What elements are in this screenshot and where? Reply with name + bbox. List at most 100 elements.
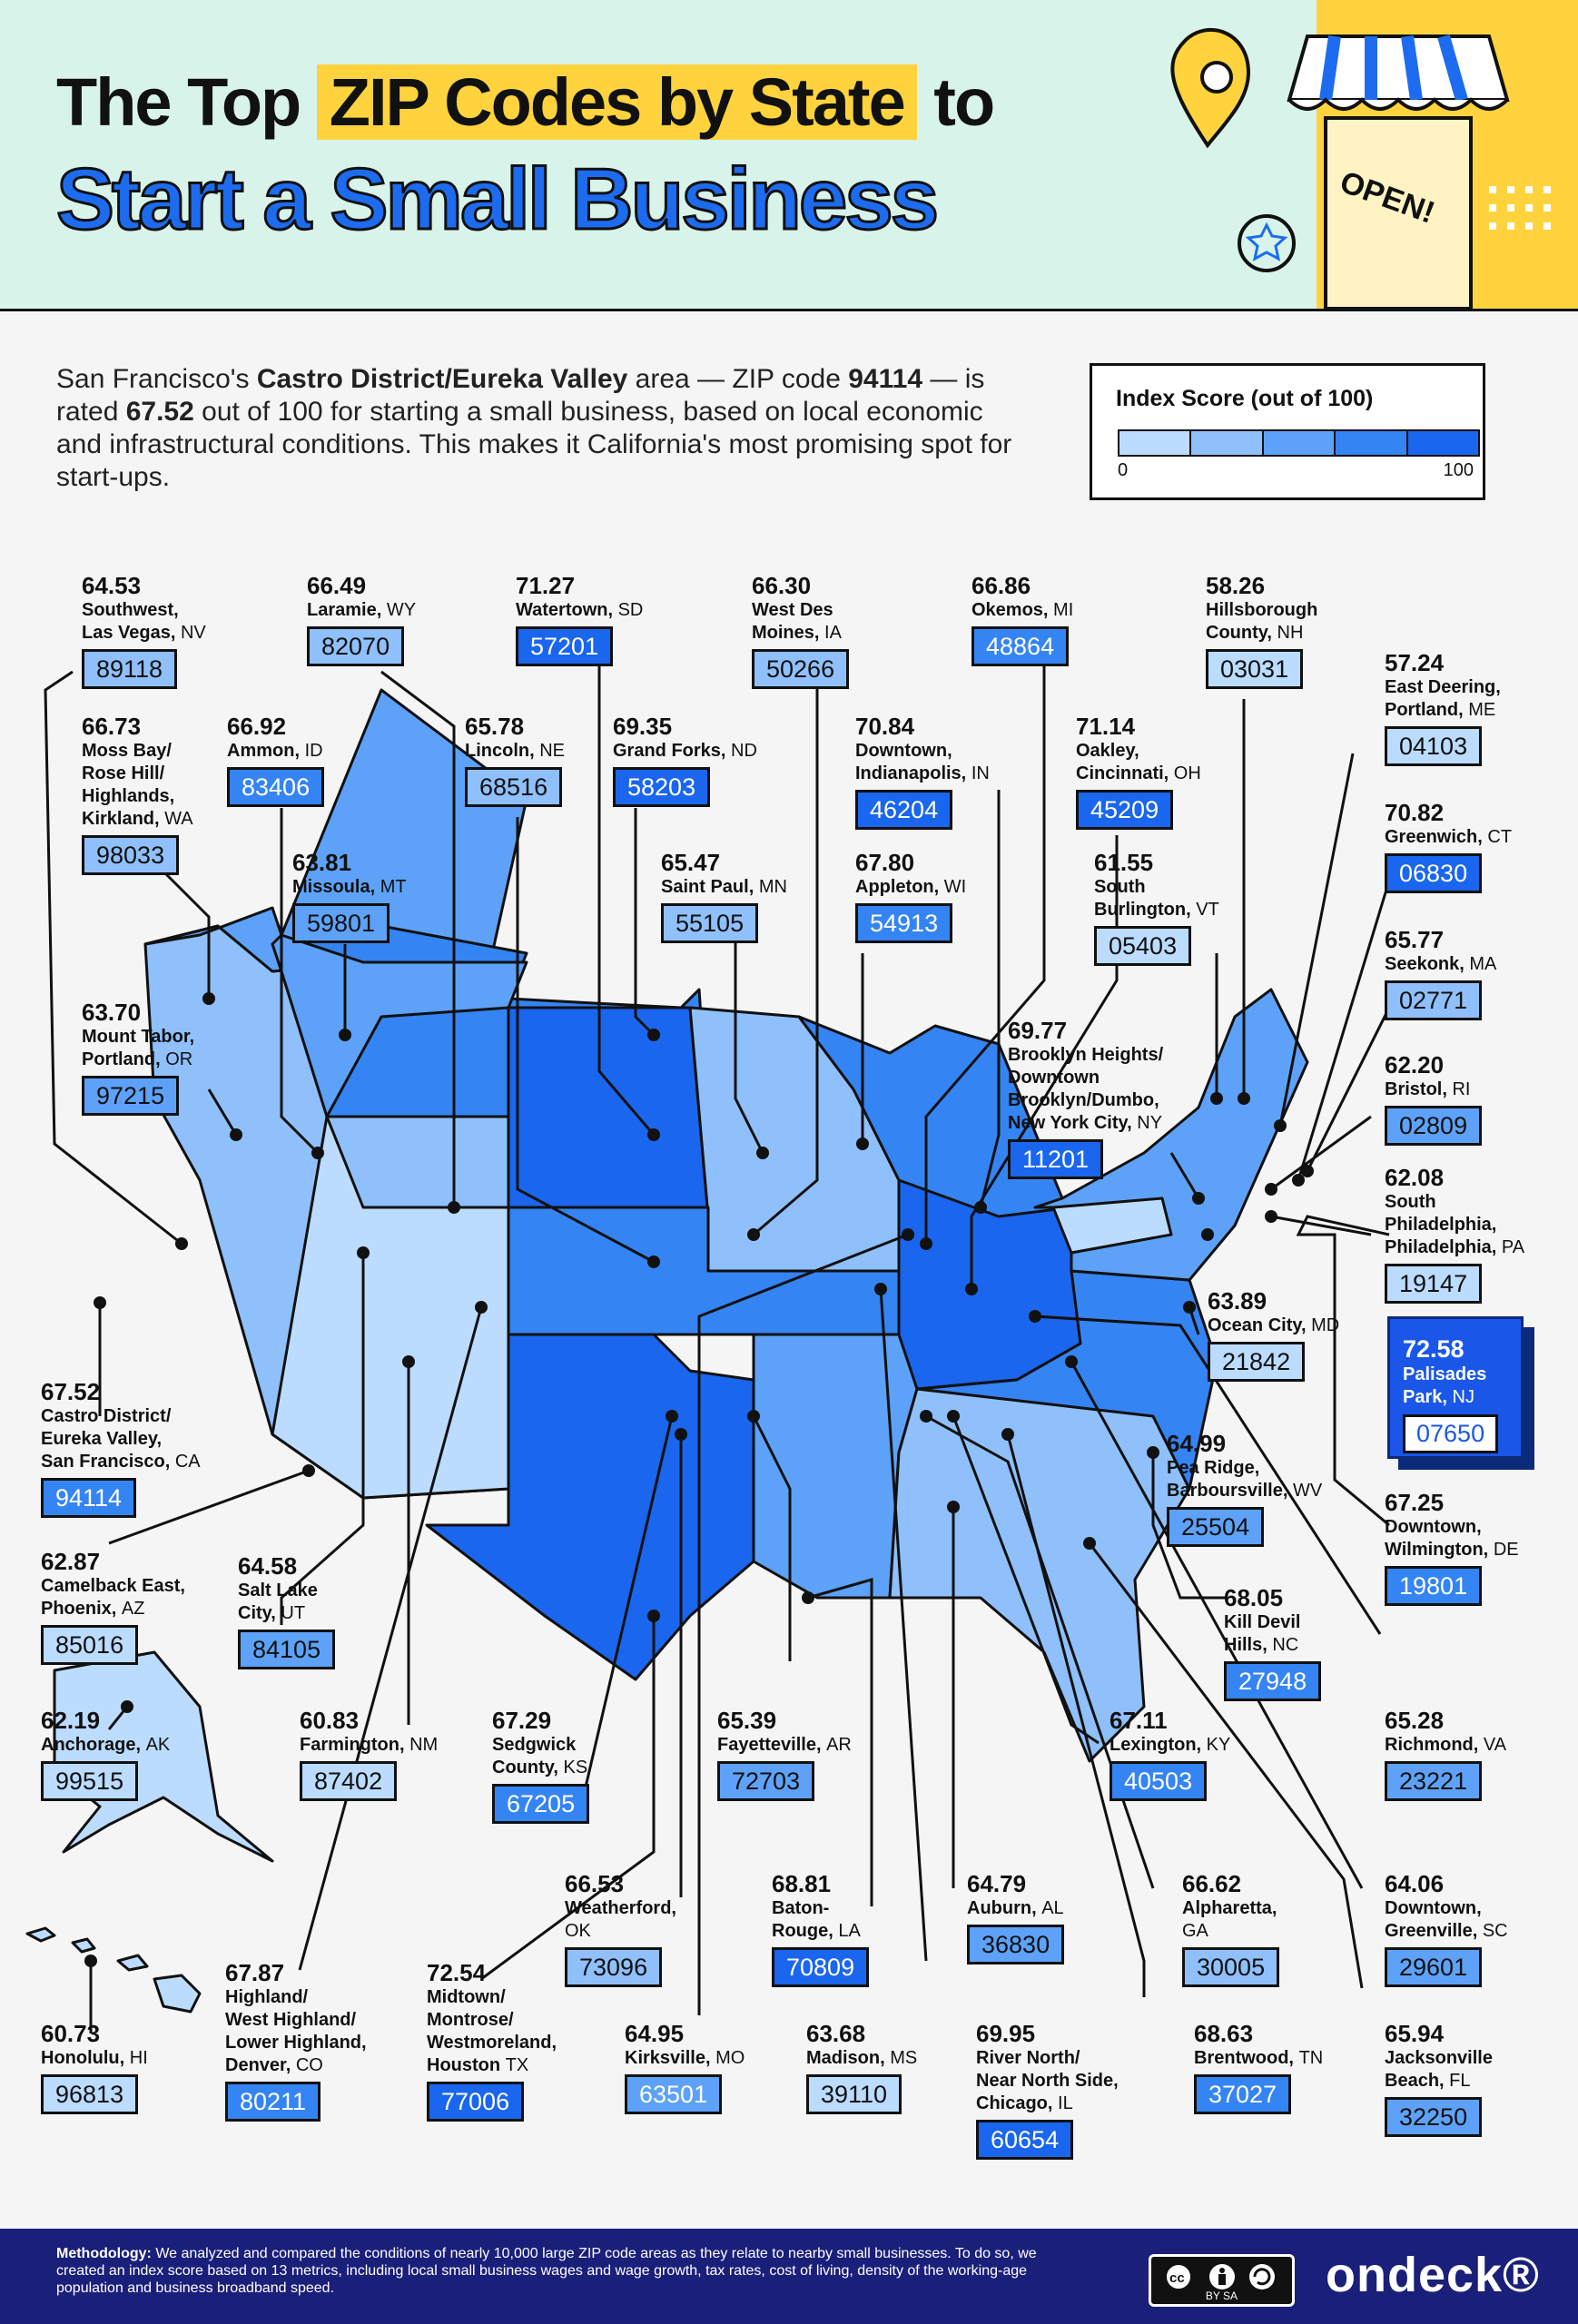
callout-nm: 60.83 Farmington, NM 87402 xyxy=(300,1707,438,1801)
legend-min-label: 0 xyxy=(1118,460,1129,480)
zip-badge: 45209 xyxy=(1076,790,1174,830)
callout-sc: 64.06 Downtown, Greenville, SC 29601 xyxy=(1385,1870,1508,1987)
callout-mi: 66.86 Okemos, MI 48864 xyxy=(971,572,1073,666)
callout-va: 65.28 Richmond, VA 23221 xyxy=(1385,1707,1506,1801)
callout-or: 63.70 Mount Tabor, Portland, OR 97215 xyxy=(82,999,194,1116)
callout-mo: 64.95 Kirksville, MO 63501 xyxy=(625,2020,745,2114)
map-dakotas xyxy=(507,1006,710,1218)
zip-badge: 57201 xyxy=(516,626,614,666)
callout-ia: 66.30 West Des Moines, IA 50266 xyxy=(752,572,850,689)
callout-ak: 62.19 Anchorage, AK 99515 xyxy=(41,1707,170,1801)
callout-fl: 65.94 Jacksonville Beach, FL 32250 xyxy=(1385,2020,1493,2137)
callout-oh: 71.14 Oakley, Cincinnati, OH 45209 xyxy=(1076,713,1201,830)
callout-de: 67.25 Downtown, Wilmington, DE 19801 xyxy=(1385,1489,1519,1606)
callout-ca: 67.52 Castro District/ Eureka Valley, San… xyxy=(41,1378,201,1518)
title-highlight: ZIP Codes by State xyxy=(316,64,917,140)
legend-max-label: 100 xyxy=(1443,460,1474,480)
callout-ny: 69.77 Brooklyn Heights/ Downtown Brooklyn… xyxy=(1008,1017,1163,1179)
zip-badge: 48864 xyxy=(971,626,1070,666)
callout-az: 62.87 Camelback East, Phoenix, AZ 85016 xyxy=(41,1548,185,1665)
callout-ct: 70.82 Greenwich, CT 06830 xyxy=(1385,799,1512,893)
map-southeast xyxy=(888,1378,1191,1763)
callout-ky: 67.11 Lexington, KY 40503 xyxy=(1110,1707,1230,1801)
callout-co: 67.87 Highland/ West Highland/ Lower High… xyxy=(225,1959,367,2122)
cc-license-label: BY SA xyxy=(1205,2290,1238,2302)
zip-badge: 36830 xyxy=(967,1925,1065,1965)
callout-wy: 66.49 Laramie, WY 82070 xyxy=(307,572,416,666)
zip-badge: 23221 xyxy=(1385,1761,1483,1801)
zip-badge: 58203 xyxy=(613,767,711,807)
callout-nv: 64.53 Southwest, Las Vegas, NV 89118 xyxy=(82,572,206,689)
zip-badge: 03031 xyxy=(1206,649,1304,689)
callout-me: 57.24 East Deering, Portland, ME 04103 xyxy=(1385,649,1501,766)
callout-tn: 68.63 Brentwood, TN 37027 xyxy=(1194,2020,1323,2114)
callout-pa: 62.08 South Philadelphia, Philadelphia, P… xyxy=(1385,1164,1524,1304)
callout-mn: 65.47 Saint Paul, MN 55105 xyxy=(661,849,787,943)
callout-ks: 67.29 Sedgwick County, KS 67205 xyxy=(492,1707,590,1824)
footer: Methodology: We analyzed and compared th… xyxy=(0,2229,1578,2324)
legend-swatch xyxy=(1191,431,1264,455)
callout-wi: 67.80 Appleton, WI 54913 xyxy=(855,849,966,943)
zip-badge: 02771 xyxy=(1385,980,1483,1020)
legend-title: Index Score (out of 100) xyxy=(1116,386,1374,411)
intro-paragraph: San Francisco's Castro District/Eureka V… xyxy=(56,364,1012,492)
title-line-1: The Top ZIP Codes by State to xyxy=(56,64,995,140)
header-banner: OPEN! The Top ZIP Codes by State to Star… xyxy=(0,0,1578,311)
zip-badge: 83406 xyxy=(227,767,325,807)
callout-il: 69.95 River North/ Near North Side, Chica… xyxy=(976,2020,1119,2160)
map-hawaii xyxy=(25,1926,202,2014)
zip-badge: 87402 xyxy=(300,1761,398,1801)
callout-id: 66.92 Ammon, ID 83406 xyxy=(227,713,325,807)
zip-badge: 02809 xyxy=(1385,1106,1483,1146)
index-score-legend: Index Score (out of 100) 0 100 xyxy=(1090,363,1485,500)
zip-badge: 29601 xyxy=(1385,1947,1483,1987)
zip-badge: 06830 xyxy=(1385,853,1483,893)
zip-badge: 96813 xyxy=(41,2074,139,2114)
callout-nj-featured: 72.58 Palisades Park, NJ 07650 xyxy=(1387,1316,1524,1459)
zip-badge: 54913 xyxy=(855,903,953,943)
shop-illustration: OPEN! xyxy=(1170,0,1578,309)
zip-badge: 05403 xyxy=(1094,926,1192,966)
legend-color-scale xyxy=(1118,429,1480,457)
callout-tx: 72.54 Midtown/ Montrose/ Westmoreland, Ho… xyxy=(427,1959,557,2122)
zip-badge: 37027 xyxy=(1194,2074,1292,2114)
callout-sd: 71.27 Watertown, SD 57201 xyxy=(516,572,643,666)
callout-al: 64.79 Auburn, AL 36830 xyxy=(967,1870,1065,1965)
callout-ne: 65.78 Lincoln, NE 68516 xyxy=(465,713,565,807)
callout-nc: 68.05 Kill Devil Hills, NC 27948 xyxy=(1224,1584,1322,1701)
callout-mt: 63.81 Missoula, MT 59801 xyxy=(292,849,407,943)
map-pennsylvania xyxy=(1051,1196,1173,1255)
zip-badge: 40503 xyxy=(1110,1761,1208,1801)
zip-badge: 82070 xyxy=(307,626,405,666)
zip-badge: 11201 xyxy=(1008,1139,1104,1179)
zip-badge: 04103 xyxy=(1385,726,1483,766)
zip-badge: 80211 xyxy=(225,2082,321,2122)
legend-swatch xyxy=(1407,431,1479,455)
zip-badge: 97215 xyxy=(82,1076,180,1116)
zip-badge: 70809 xyxy=(772,1947,870,1987)
zip-badge: 19147 xyxy=(1385,1264,1483,1304)
callout-nh: 58.26 Hillsborough County, NH 03031 xyxy=(1206,572,1317,689)
zip-badge: 30005 xyxy=(1182,1947,1280,1987)
legend-swatch xyxy=(1263,431,1336,455)
zip-badge: 89118 xyxy=(82,649,178,689)
callout-ma: 65.77 Seekonk, MA 02771 xyxy=(1385,926,1496,1020)
zip-badge: 63501 xyxy=(625,2074,723,2114)
cc-by-sa-icon: cc xyxy=(1165,2263,1275,2290)
zip-badge: 85016 xyxy=(41,1625,139,1665)
zip-badge: 39110 xyxy=(806,2074,902,2114)
zip-badge: 68516 xyxy=(465,767,563,807)
zip-badge: 67205 xyxy=(492,1784,590,1824)
zip-badge: 77006 xyxy=(427,2082,525,2122)
zip-badge: 99515 xyxy=(41,1761,139,1801)
zip-badge: 27948 xyxy=(1224,1661,1322,1701)
callout-ga: 66.62 Alpharetta, GA 30005 xyxy=(1182,1870,1280,1987)
callout-wv: 64.99 Pea Ridge, Barboursville, WV 25504 xyxy=(1167,1430,1322,1547)
callout-wa: 66.73 Moss Bay/ Rose Hill/ Highlands, Kir… xyxy=(82,713,193,875)
zip-badge: 07650 xyxy=(1403,1414,1499,1453)
zip-badge: 50266 xyxy=(752,649,850,689)
svg-text:cc: cc xyxy=(1169,2270,1185,2286)
callout-ar: 65.39 Fayetteville, AR 72703 xyxy=(717,1707,852,1801)
callout-nd: 69.35 Grand Forks, ND 58203 xyxy=(613,713,757,807)
callout-la: 68.81 Baton- Rouge, LA 70809 xyxy=(772,1870,870,1987)
